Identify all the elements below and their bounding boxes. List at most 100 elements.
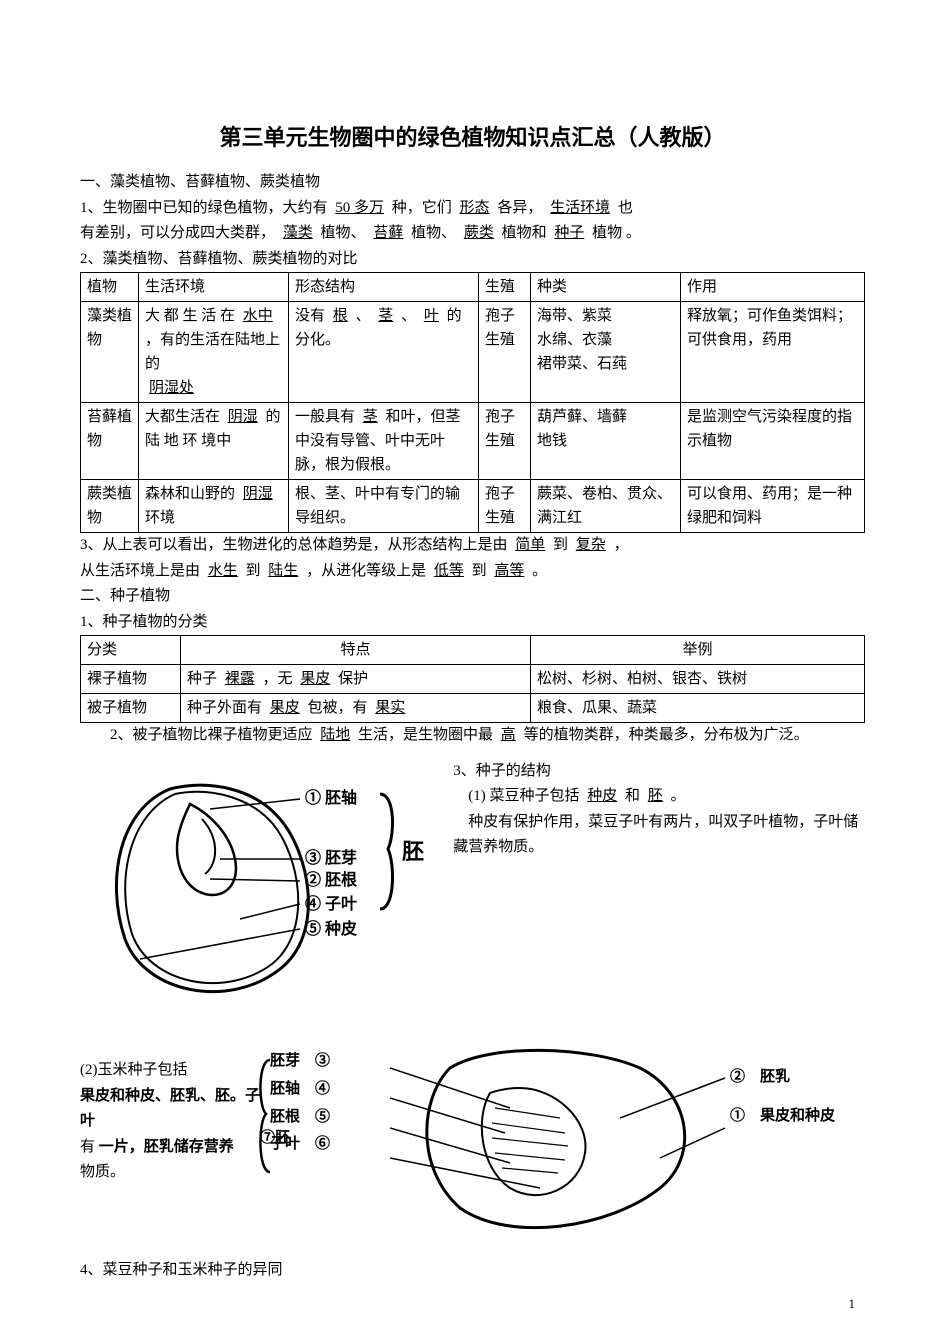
u: 高等	[490, 563, 528, 579]
cell: 大都生活在 阴湿 的 陆 地 环 境中	[139, 403, 289, 480]
u: 低等	[430, 563, 468, 579]
section2-heading: 二、种子植物	[80, 584, 865, 610]
txt: 、	[356, 308, 371, 324]
p1-mid3: 也	[618, 200, 633, 216]
cell: 可以食用、药用；是一种绿肥和饲料	[681, 480, 865, 533]
txt: (1) 菜豆种子包括	[468, 788, 579, 804]
p1-blank2: 形态	[456, 200, 494, 216]
page-number: 1	[849, 1296, 856, 1312]
corn-seed-diagram	[390, 1038, 730, 1238]
txt: 果皮和种皮、胚乳、胚。子叶	[80, 1088, 260, 1130]
u: 阴湿	[224, 409, 262, 425]
txt: 等的植物类群，种类最多，分布极为广泛。	[524, 727, 809, 743]
txt: 没有	[295, 308, 325, 324]
u: 茎	[359, 409, 382, 425]
paragraph-1: 1、生物圈中已知的绿色植物，大约有 50 多万 种，它们 形态 各异， 生活环境…	[80, 196, 865, 247]
txt: 保护	[338, 671, 368, 687]
cell: 蕨菜、卷柏、贯众、满江红	[531, 480, 681, 533]
corn-l4: 子叶 ⑥	[270, 1131, 400, 1159]
u: 叶	[420, 308, 443, 324]
p1-c3: 蕨类	[460, 225, 498, 241]
cell: 森林和山野的 阴湿 环境	[139, 480, 289, 533]
section1-heading: 一、藻类植物、苔藓植物、蕨类植物	[80, 170, 865, 196]
th-repro: 生殖	[479, 273, 531, 302]
u: 简单	[511, 537, 549, 553]
label-2: ③ 胚芽	[305, 848, 357, 867]
txt: 种子	[187, 671, 217, 687]
cell: 释放氧；可作鱼类饵料；可供食用，药用	[681, 302, 865, 403]
txt: 有	[80, 1139, 95, 1155]
paragraph-2: 2、藻类植物、苔藓植物、蕨类植物的对比	[80, 247, 865, 273]
cell: 大 都 生 活 在 水中 ，有的生活在陆地上的 阴湿处	[139, 302, 289, 403]
classification-table-2: 分类 特点 举例 裸子植物 种子 裸露 ，无 果皮 保护 松树、杉树、柏树、银杏…	[80, 635, 865, 723]
txt: 一般具有	[295, 409, 355, 425]
txt: 大都生活在	[145, 409, 220, 425]
th-plant: 植物	[81, 273, 139, 302]
label-4: ④ 子叶	[305, 894, 357, 913]
cell: 苔藓植物	[81, 403, 139, 480]
u: 阴湿处	[145, 380, 198, 396]
u: 复杂	[572, 537, 610, 553]
txt: 包被，有	[308, 700, 368, 716]
th: 分类	[81, 636, 181, 665]
cell: 种子 裸露 ，无 果皮 保护	[181, 665, 531, 694]
u: 裸露	[221, 671, 259, 687]
cell: 孢子生殖	[479, 480, 531, 533]
txt: 大 都 生 活 在	[145, 308, 235, 324]
u: 果实	[371, 700, 409, 716]
th-use: 作用	[681, 273, 865, 302]
corn-text: (2)玉米种子包括 果皮和种皮、胚乳、胚。子叶 有 一片，胚乳储存营养 物质。	[80, 1058, 270, 1186]
txt: (2)玉米种子包括	[80, 1062, 188, 1078]
txt: 。	[671, 788, 686, 804]
u: 陆地	[316, 727, 354, 743]
cell: 孢子生殖	[479, 302, 531, 403]
corn-labels: 胚芽 ③ 胚轴 ④ 胚根 ⑤ 子叶 ⑥	[270, 1048, 400, 1159]
cell: 是监测空气污染程度的指示植物	[681, 403, 865, 480]
u: 阴湿	[239, 486, 277, 502]
corn-r1: ② 胚乳	[730, 1058, 835, 1097]
p1-blank1: 50 多万	[331, 200, 388, 216]
page-title: 第三单元生物圈中的绿色植物知识点汇总（人教版）	[80, 120, 865, 152]
p1-line2a: 有差别，可以分成四大类群，	[80, 225, 275, 241]
txt: ，有的生活在陆地上的	[145, 332, 280, 372]
paragraph-8: 4、菜豆种子和玉米种子的异同	[80, 1258, 865, 1284]
txt: 一片，胚乳储存营养	[99, 1139, 234, 1155]
u: 茎	[374, 308, 397, 324]
th-struct: 形态结构	[289, 273, 479, 302]
cell: 根、茎、叶中有专门的输导组织。	[289, 480, 479, 533]
cell: 粮食、瓜果、蔬菜	[531, 694, 865, 723]
cell: 葫芦藓、墙藓 地钱	[531, 403, 681, 480]
table-row: 藻类植物 大 都 生 活 在 水中 ，有的生活在陆地上的 阴湿处 没有 根 、 …	[81, 302, 865, 403]
th: 特点	[181, 636, 531, 665]
paragraph-3: 3、从上表可以看出，生物进化的总体趋势是，从形态结构上是由 简单 到 复杂 ， …	[80, 533, 865, 584]
cell: 裸子植物	[81, 665, 181, 694]
txt: 到	[472, 563, 487, 579]
cell: 藻类植物	[81, 302, 139, 403]
cell: 种子外面有 果皮 包被，有 果实	[181, 694, 531, 723]
cell: 没有 根 、 茎 、 叶 的分化。	[289, 302, 479, 403]
u: 水中	[239, 308, 277, 324]
txt: 从生活环境上是由	[80, 563, 200, 579]
u: 水生	[204, 563, 242, 579]
txt: 环境	[145, 510, 175, 526]
paragraph-6-1: (1) 菜豆种子包括 种皮 和 胚 。	[453, 784, 865, 810]
p1-blank3: 生活环境	[546, 200, 614, 216]
cell: 松树、杉树、柏树、银杏、铁树	[531, 665, 865, 694]
p1-c4: 种子	[550, 225, 588, 241]
cell: 一般具有 茎 和叶，但茎中没有导管、叶中无叶脉，根为假根。	[289, 403, 479, 480]
corn-l1: 胚芽 ③	[270, 1048, 400, 1076]
txt: 森林和山野的	[145, 486, 235, 502]
cell: 被子植物	[81, 694, 181, 723]
p1-c1: 藻类	[279, 225, 317, 241]
u: 根	[329, 308, 352, 324]
bean-seed-diagram: ① 胚轴 ③ 胚芽 ② 胚根 ④ 子叶 ⑤ 种皮 胚	[80, 759, 440, 1019]
txt: ，	[614, 537, 629, 553]
label-1: ① 胚轴	[305, 788, 357, 807]
corn-l3: 胚根 ⑤	[270, 1104, 400, 1132]
brace-icon	[256, 1056, 276, 1176]
u: 种皮	[583, 788, 621, 804]
th: 举例	[531, 636, 865, 665]
u: 果皮	[266, 700, 304, 716]
txt: 、	[401, 308, 416, 324]
paragraph-4: 1、种子植物的分类	[80, 610, 865, 636]
